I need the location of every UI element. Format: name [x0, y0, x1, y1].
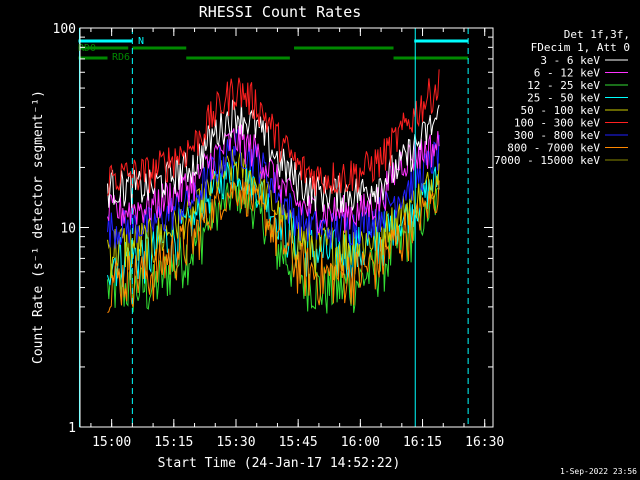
- chart-title: RHESSI Count Rates: [199, 3, 362, 21]
- overlay-label-rd0: RD0: [78, 43, 96, 54]
- x-tick-label: 15:30: [216, 435, 255, 450]
- y-axis-label: Count Rate (s⁻¹ detector segment⁻¹): [31, 90, 46, 364]
- data-layer: [107, 69, 440, 314]
- overlay-layer: N RD0 RD6: [78, 28, 469, 427]
- series-line: [107, 99, 440, 213]
- series-line: [107, 161, 440, 287]
- x-tick-label: 16:00: [341, 435, 380, 450]
- legend-entry: 12 - 25 keV: [527, 79, 600, 92]
- y-tick-label: 1: [68, 421, 76, 436]
- x-tick-label: 15:45: [279, 435, 318, 450]
- series-line: [107, 69, 440, 196]
- timestamp: 1-Sep-2022 23:56: [560, 467, 637, 476]
- x-axis-label: Start Time (24-Jan-17 14:52:22): [158, 456, 401, 471]
- y-tick-label: 100: [53, 22, 76, 37]
- x-tick-label: 16:30: [465, 435, 504, 450]
- series-line: [107, 178, 440, 314]
- legend-entry: 7000 - 15000 keV: [494, 154, 600, 167]
- legend-entry: 800 - 7000 keV: [507, 142, 600, 155]
- legend-entry: 6 - 12 keV: [534, 67, 601, 80]
- legend-header: FDecim 1, Att 0: [531, 41, 630, 54]
- legend-entry: 50 - 100 keV: [521, 104, 601, 117]
- legend-entry: 100 - 300 keV: [514, 117, 600, 130]
- legend-entry: 300 - 800 keV: [514, 129, 600, 142]
- x-tick-label: 15:15: [154, 435, 193, 450]
- legend-entry: 3 - 6 keV: [540, 54, 600, 67]
- x-tick-label: 15:00: [92, 435, 131, 450]
- series-line: [107, 127, 440, 249]
- y-tick-label: 10: [60, 222, 76, 237]
- axis-layer: 15:00 15:15 15:30 15:45 16:00 16:15 16:30 1 10 10…: [53, 22, 505, 450]
- x-tick-label: 16:15: [403, 435, 442, 450]
- legend-header: Det 1f,3f,: [564, 28, 630, 41]
- legend-entry: 25 - 50 keV: [527, 92, 600, 105]
- series-line: [107, 149, 440, 282]
- overlay-label-rd6: RD6: [112, 52, 130, 63]
- overlay-label-n: N: [138, 36, 144, 47]
